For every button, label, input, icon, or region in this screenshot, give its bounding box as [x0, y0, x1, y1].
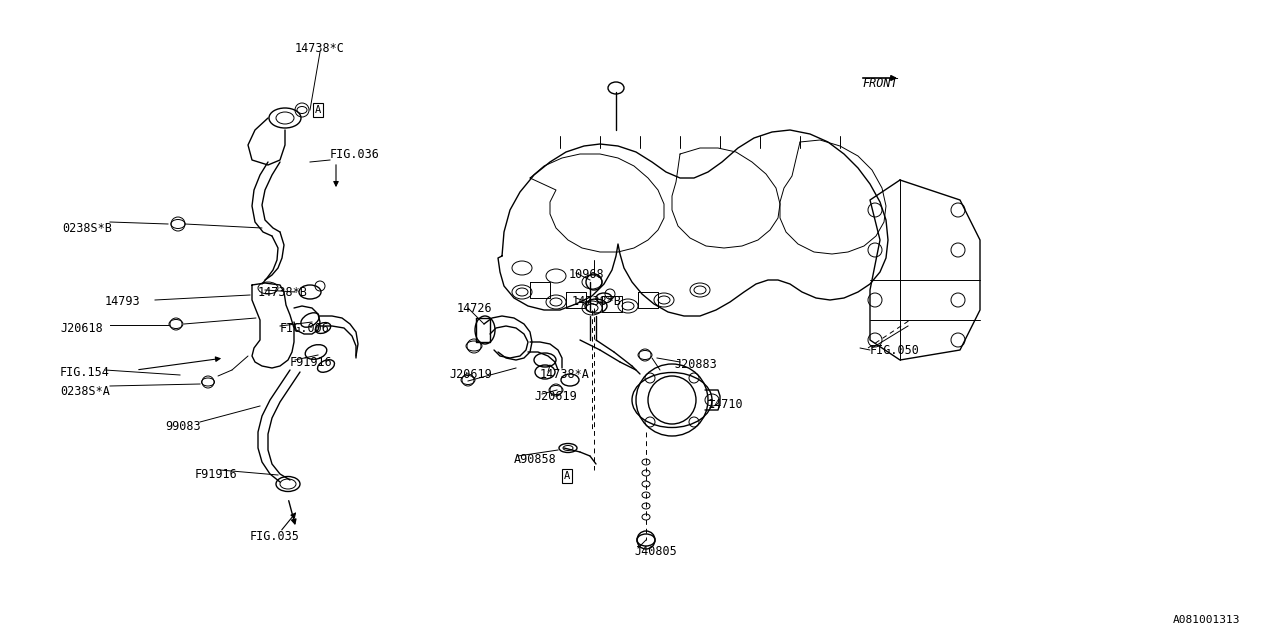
Text: 14738*B: 14738*B [259, 286, 308, 299]
Text: 0238S*B: 0238S*B [61, 222, 111, 235]
Text: J20619: J20619 [449, 368, 492, 381]
Text: FIG.154: FIG.154 [60, 366, 110, 379]
Text: 0238S*A: 0238S*A [60, 385, 110, 398]
Text: 14738*B: 14738*B [572, 295, 622, 308]
Text: A: A [564, 471, 570, 481]
Text: FIG.036: FIG.036 [330, 148, 380, 161]
Text: A081001313: A081001313 [1172, 615, 1240, 625]
Text: FRONT: FRONT [861, 77, 897, 90]
Text: J20618: J20618 [60, 322, 102, 335]
Text: A: A [315, 105, 321, 115]
Text: A90858: A90858 [515, 453, 557, 466]
Text: 14738*C: 14738*C [294, 42, 344, 55]
Text: 99083: 99083 [165, 420, 201, 433]
Text: F91916: F91916 [291, 356, 333, 369]
Text: FIG.050: FIG.050 [870, 344, 920, 357]
Text: 14726: 14726 [457, 302, 493, 315]
Text: F91916: F91916 [195, 468, 238, 481]
Text: FIG.006: FIG.006 [280, 322, 330, 335]
Text: J20883: J20883 [675, 358, 717, 371]
Text: FIG.035: FIG.035 [250, 530, 300, 543]
Text: 14793: 14793 [105, 295, 141, 308]
Text: J20619: J20619 [534, 390, 577, 403]
Text: 14710: 14710 [708, 398, 744, 411]
Text: J40805: J40805 [634, 545, 677, 558]
Text: 10968: 10968 [570, 268, 604, 281]
Text: 14738*A: 14738*A [540, 368, 590, 381]
